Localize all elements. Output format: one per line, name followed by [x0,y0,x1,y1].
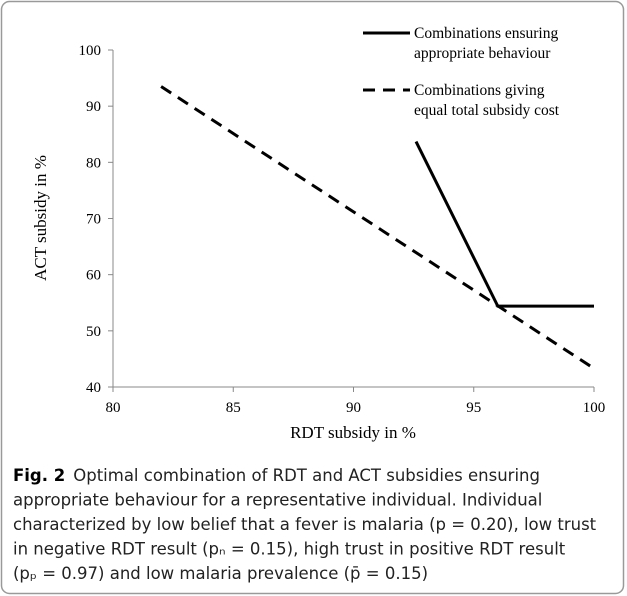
caption-line: characterized by low belief that a fever… [13,515,597,534]
caption-text: Optimal combination of RDT and ACT subsi… [73,466,540,485]
x-axis-title: RDT subsidy in % [290,423,416,442]
y-tick-label: 80 [86,155,101,171]
caption-line: (pₚ = 0.97) and low malaria prevalence (… [13,564,428,583]
y-tick-label: 40 [86,380,101,396]
x-tick-label: 90 [346,400,361,416]
legend-label-line: appropriate behaviour [414,45,551,62]
y-tick-label: 50 [86,324,101,340]
x-tick-label: 80 [106,400,121,416]
series-line [160,85,595,370]
legend-label: Combinations giving equal total subsidy c… [414,82,560,119]
y-tick-label: 100 [79,43,102,59]
caption-line: Fig. 2 Optimal combination of RDT and ACT… [13,466,540,485]
series-line [414,140,594,308]
caption-line: appropriate behaviour for a representati… [13,491,542,510]
x-tick-label: 95 [466,400,481,416]
y-tick-label: 60 [86,268,101,284]
legend-label-line: Combinations ensuring [414,25,558,42]
y-tick-label: 90 [86,99,101,115]
caption-label: Fig. 2 [13,466,65,485]
legend-label: Combinations ensuring appropriate behavio… [414,25,558,62]
legend-label-line: Combinations giving [414,82,545,99]
legend-label-line: equal total subsidy cost [414,102,560,119]
y-tick-label: 70 [86,212,101,228]
y-axis-title: ACT subsidy in % [31,155,50,281]
caption-line: in negative RDT result (pₙ = 0.15), high… [13,540,566,559]
x-tick-label: 85 [226,400,241,416]
x-tick-label: 100 [583,400,606,416]
